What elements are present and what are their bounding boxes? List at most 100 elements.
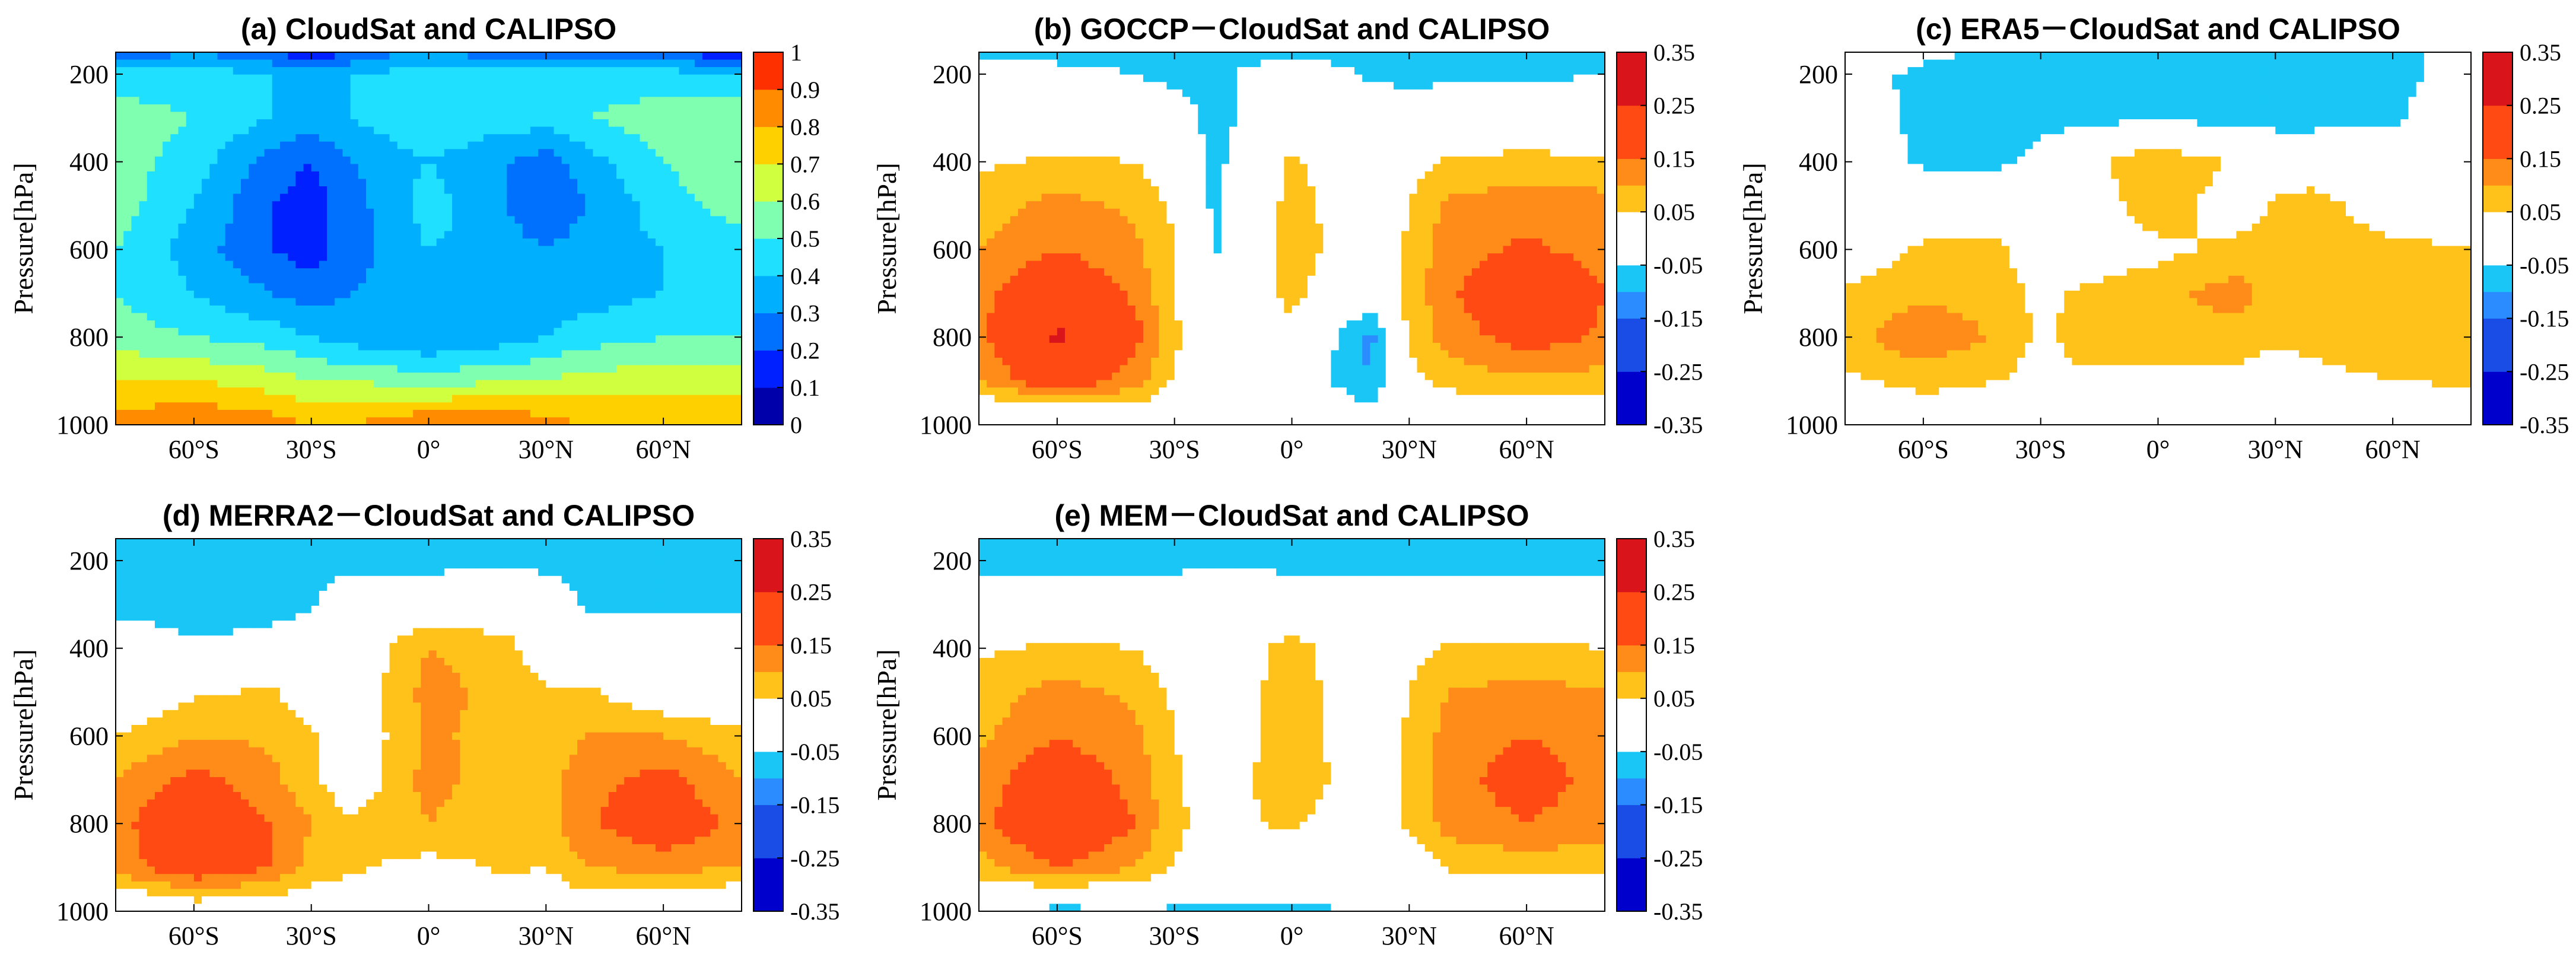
heatmap-cell bbox=[147, 171, 155, 180]
heatmap-cell bbox=[319, 290, 327, 299]
heatmap-cell bbox=[1268, 52, 1277, 61]
heatmap-cell bbox=[546, 283, 555, 291]
heatmap-cell bbox=[421, 342, 430, 351]
heatmap-cell bbox=[1354, 126, 1363, 135]
heatmap-cell bbox=[585, 74, 594, 82]
heatmap-cell bbox=[279, 387, 288, 396]
heatmap-cell bbox=[1432, 89, 1441, 97]
heatmap-cell bbox=[475, 246, 484, 254]
heatmap-cell bbox=[710, 290, 719, 299]
heatmap-cell bbox=[303, 357, 312, 366]
heatmap-cell bbox=[561, 283, 570, 291]
heatmap-cell bbox=[733, 171, 742, 180]
heatmap-cell bbox=[311, 164, 320, 172]
heatmap-cell bbox=[350, 134, 359, 142]
heatmap-cell bbox=[491, 283, 500, 291]
heatmap-cell bbox=[718, 365, 727, 373]
heatmap-cell bbox=[1190, 59, 1198, 68]
heatmap-cell bbox=[186, 141, 195, 149]
heatmap-cell bbox=[327, 402, 335, 411]
heatmap-cell bbox=[1268, 82, 1277, 90]
heatmap-cell bbox=[1127, 59, 1136, 68]
heatmap-cell bbox=[530, 149, 539, 157]
heatmap-cell bbox=[577, 231, 586, 239]
heatmap-cell bbox=[342, 149, 351, 157]
heatmap-cell bbox=[554, 216, 562, 224]
heatmap-cell bbox=[405, 380, 414, 388]
heatmap-cell bbox=[366, 409, 374, 418]
heatmap-cell bbox=[1065, 97, 1073, 105]
heatmap-cell bbox=[178, 134, 187, 142]
heatmap-cell bbox=[593, 82, 602, 90]
heatmap-cell bbox=[726, 52, 734, 61]
heatmap-cell bbox=[1073, 52, 1082, 61]
heatmap-cell bbox=[655, 395, 664, 403]
heatmap-cell bbox=[538, 290, 546, 299]
heatmap-cell bbox=[193, 387, 202, 396]
heatmap-cell bbox=[279, 395, 288, 403]
heatmap-cell bbox=[546, 417, 555, 425]
heatmap-cell bbox=[319, 164, 327, 172]
x-tick-label: 30°S bbox=[286, 435, 337, 464]
heatmap-cell bbox=[546, 141, 555, 149]
heatmap-cell bbox=[139, 171, 148, 180]
heatmap-cell bbox=[389, 253, 398, 262]
heatmap-cell bbox=[405, 223, 414, 232]
heatmap-cell bbox=[202, 380, 210, 388]
heatmap-cell bbox=[193, 82, 202, 90]
heatmap-cell bbox=[671, 306, 680, 314]
heatmap-cell bbox=[1151, 97, 1159, 105]
heatmap-cell bbox=[1026, 59, 1034, 68]
heatmap-cell bbox=[428, 246, 437, 254]
heatmap-cell bbox=[436, 119, 445, 128]
heatmap-cell bbox=[389, 365, 398, 373]
heatmap-cell bbox=[671, 275, 680, 284]
heatmap-cell bbox=[1104, 67, 1112, 75]
heatmap-cell bbox=[483, 149, 492, 157]
heatmap-cell bbox=[608, 171, 617, 180]
heatmap-cell bbox=[1284, 89, 1293, 97]
heatmap-cell bbox=[663, 171, 672, 180]
heatmap-cell bbox=[1378, 59, 1386, 68]
heatmap-cell bbox=[460, 104, 469, 113]
heatmap-cell bbox=[264, 395, 273, 403]
heatmap-cell bbox=[679, 216, 688, 224]
heatmap-cell bbox=[593, 275, 602, 284]
heatmap-cell bbox=[577, 402, 586, 411]
heatmap-cell bbox=[483, 119, 492, 128]
heatmap-cell bbox=[530, 268, 539, 276]
heatmap-cell bbox=[170, 231, 179, 239]
heatmap-cell bbox=[1065, 52, 1073, 61]
heatmap-cell bbox=[202, 126, 210, 135]
heatmap-cell bbox=[428, 171, 437, 180]
heatmap-cell bbox=[217, 402, 226, 411]
heatmap-cell bbox=[671, 357, 680, 366]
heatmap-cell bbox=[1088, 112, 1097, 120]
heatmap-cell bbox=[170, 380, 179, 388]
heatmap-cell bbox=[1057, 104, 1066, 113]
heatmap-cell bbox=[209, 395, 218, 403]
heatmap-cell bbox=[1550, 52, 1559, 61]
heatmap-cell bbox=[507, 216, 516, 224]
heatmap-cell bbox=[350, 193, 359, 202]
heatmap-cell bbox=[1143, 97, 1152, 105]
heatmap-cell bbox=[483, 52, 492, 61]
heatmap-cell bbox=[1065, 82, 1073, 90]
heatmap-cell bbox=[554, 365, 562, 373]
heatmap-cell bbox=[538, 298, 546, 306]
heatmap-cell bbox=[366, 238, 374, 247]
heatmap-cell bbox=[358, 306, 367, 314]
heatmap-cell bbox=[1581, 104, 1590, 113]
heatmap-cell bbox=[209, 52, 218, 61]
heatmap-cell bbox=[397, 320, 406, 329]
heatmap-cell bbox=[1190, 52, 1198, 61]
heatmap-cell bbox=[186, 104, 195, 113]
heatmap-cell bbox=[686, 283, 695, 291]
heatmap-cell bbox=[632, 365, 641, 373]
heatmap-cell bbox=[577, 387, 586, 396]
heatmap-cell bbox=[1120, 112, 1128, 120]
heatmap-cell bbox=[279, 156, 288, 164]
heatmap-cell bbox=[178, 342, 187, 351]
heatmap-cell bbox=[381, 320, 390, 329]
heatmap-cell bbox=[139, 365, 148, 373]
